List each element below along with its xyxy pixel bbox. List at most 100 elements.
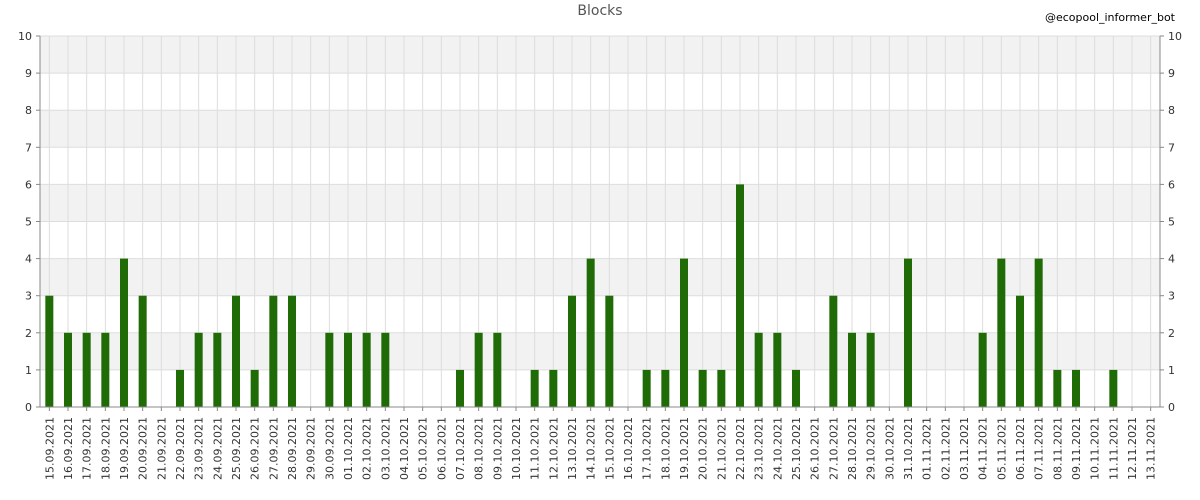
bar-series xyxy=(45,184,1118,407)
bar xyxy=(605,295,614,407)
bar xyxy=(997,258,1006,407)
x-tick-label: 01.10.2021 xyxy=(342,417,355,480)
y-tick-label-left: 6 xyxy=(25,178,32,191)
y-tick-label-right: 4 xyxy=(1168,253,1175,266)
bar xyxy=(586,258,595,407)
x-tick-label: 21.09.2021 xyxy=(155,417,168,480)
bar xyxy=(829,295,838,407)
y-tick-label-right: 2 xyxy=(1168,327,1175,340)
x-tick-label: 08.10.2021 xyxy=(473,417,486,480)
x-tick-label: 27.09.2021 xyxy=(267,417,280,480)
x-tick-label: 28.09.2021 xyxy=(286,417,299,480)
y-tick-labels-left: 0 1 2 3 4 5 6 7 8 9 10 xyxy=(18,30,32,414)
x-tick-label: 06.10.2021 xyxy=(435,417,448,480)
bar xyxy=(754,332,763,407)
x-tick-label: 18.10.2021 xyxy=(659,417,672,480)
bar xyxy=(288,295,296,407)
x-tick-label: 28.10.2021 xyxy=(846,417,859,480)
x-tick-label: 02.10.2021 xyxy=(361,417,374,480)
watermark: @ecopool_informer_bot xyxy=(1044,11,1175,24)
y-tick-label-left: 8 xyxy=(25,104,32,117)
x-tick-label: 26.09.2021 xyxy=(249,417,262,480)
bar xyxy=(568,295,576,407)
x-tick-label: 30.10.2021 xyxy=(883,417,896,480)
x-tick-label: 11.11.2021 xyxy=(1107,417,1120,480)
x-tick-label: 17.09.2021 xyxy=(81,417,94,480)
bar xyxy=(45,295,54,407)
horizontal-gridlines xyxy=(40,35,1160,408)
x-tick-label: 26.10.2021 xyxy=(809,417,822,480)
bar xyxy=(232,295,240,407)
y-tick-label-left: 1 xyxy=(25,364,32,377)
bar xyxy=(213,332,222,407)
background-band xyxy=(40,110,1160,148)
bar xyxy=(1109,369,1118,407)
bar xyxy=(1072,369,1080,407)
x-tick-label: 04.11.2021 xyxy=(977,417,990,480)
x-tick-label: 11.10.2021 xyxy=(529,417,542,480)
x-tick-label: 18.09.2021 xyxy=(99,417,112,480)
y-tick-label-left: 3 xyxy=(25,290,32,303)
x-tick-label: 20.09.2021 xyxy=(137,417,150,480)
bar xyxy=(82,332,91,407)
bar xyxy=(1034,258,1043,407)
y-tick-label-right: 10 xyxy=(1168,30,1182,43)
x-tick-label: 13.11.2021 xyxy=(1145,417,1158,480)
x-tick-label: 02.11.2021 xyxy=(939,417,952,480)
x-tick-label: 12.11.2021 xyxy=(1126,417,1139,480)
y-tick-label-right: 5 xyxy=(1168,216,1175,229)
bar xyxy=(642,369,651,407)
x-tick-label: 19.09.2021 xyxy=(118,417,131,480)
bar xyxy=(717,369,726,407)
y-tick-label-left: 10 xyxy=(18,30,32,43)
bar xyxy=(698,369,707,407)
x-tick-label: 15.09.2021 xyxy=(43,417,56,480)
x-tick-label: 07.11.2021 xyxy=(1033,417,1046,480)
x-tick-label: 09.11.2021 xyxy=(1070,417,1083,480)
x-tick-label: 01.11.2021 xyxy=(921,417,934,480)
bar xyxy=(904,258,912,407)
bar xyxy=(493,332,502,407)
bar xyxy=(194,332,203,407)
x-tick-label: 15.10.2021 xyxy=(603,417,616,480)
bar xyxy=(138,295,147,407)
x-tick-label: 16.10.2021 xyxy=(622,417,635,480)
x-tick-label: 06.11.2021 xyxy=(1014,417,1027,480)
bar xyxy=(120,258,128,407)
x-tick-label: 25.09.2021 xyxy=(230,417,243,480)
y-tick-label-left: 9 xyxy=(25,67,32,80)
x-tick-label: 10.10.2021 xyxy=(510,417,523,480)
bar xyxy=(362,332,371,407)
x-tick-label: 16.09.2021 xyxy=(62,417,75,480)
y-tick-label-left: 4 xyxy=(25,253,32,266)
background-band xyxy=(40,184,1160,222)
x-tick-label: 07.10.2021 xyxy=(454,417,467,480)
bar xyxy=(530,369,539,407)
bar xyxy=(64,332,72,407)
bar xyxy=(978,332,987,407)
x-tick-label: 31.10.2021 xyxy=(902,417,915,480)
y-tick-labels-right: 0 1 2 3 4 5 6 7 8 9 10 xyxy=(1168,30,1182,414)
x-tick-labels: 15.09.2021 16.09.2021 17.09.2021 18.09.2021… xyxy=(43,417,1157,480)
background-band xyxy=(40,332,1160,370)
x-tick-label: 20.10.2021 xyxy=(697,417,710,480)
x-tick-label: 23.09.2021 xyxy=(193,417,206,480)
x-tick-label: 30.09.2021 xyxy=(323,417,336,480)
x-tick-label: 25.10.2021 xyxy=(790,417,803,480)
bar xyxy=(474,332,483,407)
bar xyxy=(680,258,688,407)
x-tick-label: 19.10.2021 xyxy=(678,417,691,480)
x-tick-label: 29.10.2021 xyxy=(865,417,878,480)
bar xyxy=(549,369,558,407)
x-tick-label: 22.09.2021 xyxy=(174,417,187,480)
x-tick-label: 27.10.2021 xyxy=(827,417,840,480)
bar xyxy=(344,332,352,407)
x-tick-label: 24.09.2021 xyxy=(211,417,224,480)
bar xyxy=(792,369,800,407)
y-tick-label-left: 2 xyxy=(25,327,32,340)
bar xyxy=(325,332,334,407)
bar xyxy=(1053,369,1062,407)
y-tick-label-left: 7 xyxy=(25,141,32,154)
x-tick-label: 17.10.2021 xyxy=(641,417,654,480)
